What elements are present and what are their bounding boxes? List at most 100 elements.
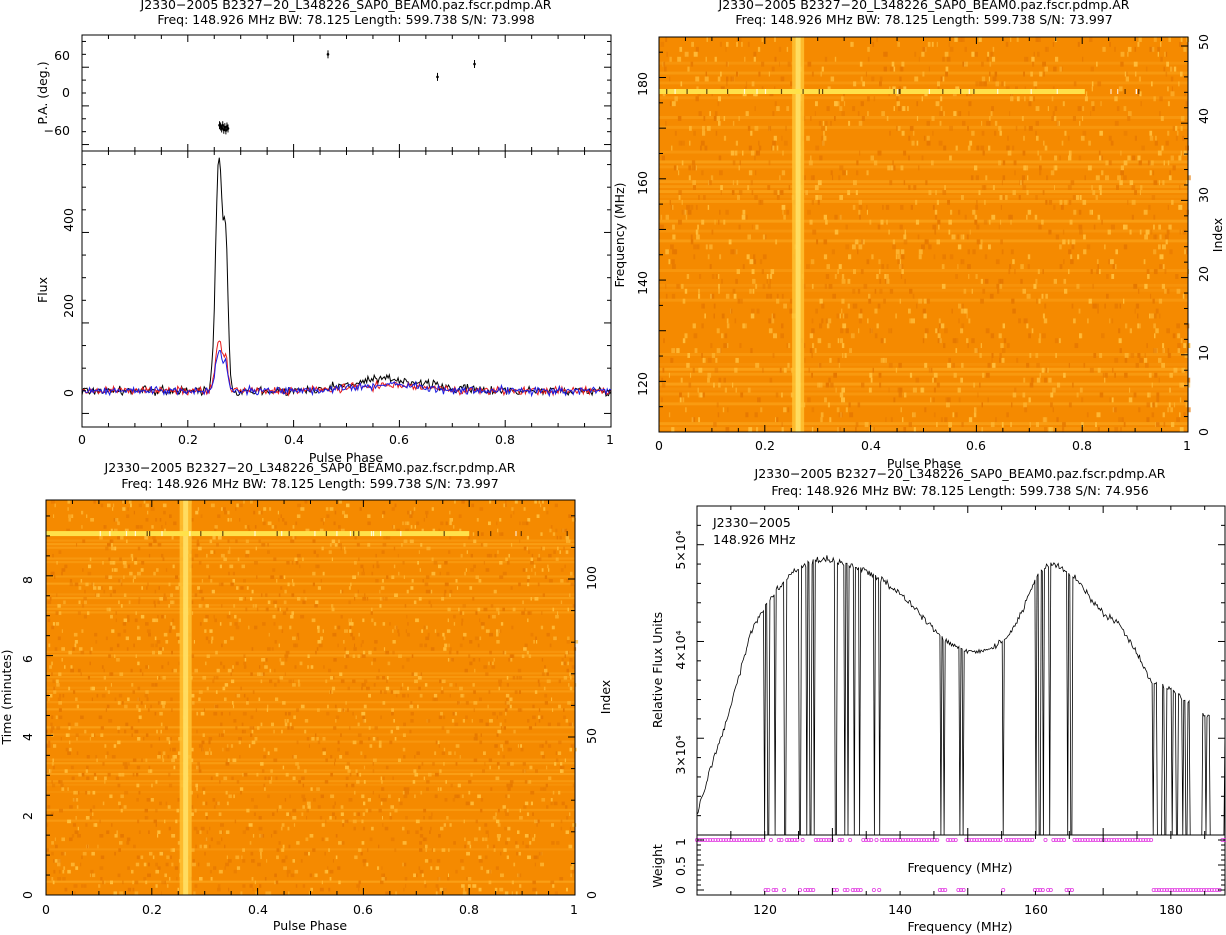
- heatmap-cell: [1097, 214, 1101, 220]
- heatmap-cell: [308, 851, 310, 856]
- heatmap-cell: [842, 170, 846, 176]
- heatmap-cell: [808, 367, 810, 373]
- heatmap-cell: [382, 543, 387, 547]
- weight-marker: [1180, 888, 1185, 893]
- rfi-cell: [200, 531, 202, 537]
- heatmap-cell: [68, 514, 72, 518]
- heatmap-cell: [1163, 160, 1165, 166]
- heatmap-cell: [1056, 417, 1059, 423]
- heatmap-cell: [962, 120, 966, 126]
- heatmap-cell: [252, 604, 255, 608]
- heatmap-cell: [661, 397, 663, 403]
- heatmap-cell: [485, 722, 489, 727]
- heatmap-cell: [99, 819, 101, 824]
- heatmap-cell: [1134, 46, 1137, 52]
- heatmap-cell: [132, 880, 134, 885]
- heatmap-cell: [555, 758, 559, 763]
- heatmap-cell: [85, 823, 88, 827]
- heatmap-cell: [256, 772, 259, 777]
- heatmap-cell: [369, 744, 373, 748]
- heatmap-cell: [407, 693, 409, 698]
- heatmap-cell: [473, 564, 476, 569]
- heatmap-cell: [344, 665, 348, 669]
- heatmap-cell: [109, 647, 113, 651]
- heatmap-cell: [51, 762, 54, 766]
- heatmap-cell: [568, 514, 571, 518]
- heatmap-cell: [137, 697, 139, 702]
- heatmap-cell: [114, 697, 117, 702]
- heatmap-cell: [526, 579, 530, 583]
- heatmap-cell: [102, 561, 104, 565]
- heatmap-cell: [746, 254, 750, 260]
- heatmap-cell: [520, 744, 522, 748]
- heatmap-cell: [827, 318, 832, 324]
- heatmap-cell: [343, 640, 345, 644]
- heatmap-cell: [402, 862, 404, 867]
- heatmap-cell: [908, 155, 910, 161]
- heatmap-cell: [112, 589, 116, 594]
- heatmap-cell: [741, 41, 743, 47]
- heatmap-cell: [191, 862, 196, 867]
- heatmap-cell: [134, 557, 137, 562]
- heatmap-cell: [1102, 46, 1106, 52]
- heatmap-cell: [1180, 37, 1183, 42]
- heatmap-cell: [525, 568, 528, 572]
- heatmap-cell: [492, 816, 497, 820]
- heatmap-cell: [669, 56, 672, 62]
- heatmap-cell: [364, 755, 367, 759]
- heatmap-cell: [64, 564, 68, 569]
- heatmap-cell: [423, 625, 427, 630]
- heatmap-cell: [1165, 140, 1169, 146]
- heatmap-cell: [205, 837, 208, 842]
- heatmap-cell: [337, 866, 341, 870]
- heatmap-cell: [67, 500, 71, 504]
- heatmap-cell: [138, 503, 142, 508]
- heatmap-cell: [368, 650, 372, 655]
- heatmap-cell: [53, 859, 57, 863]
- heatmap-cell: [564, 528, 568, 533]
- heatmap-cell: [1170, 91, 1175, 97]
- heatmap-cell: [1185, 402, 1187, 408]
- heatmap-cell: [236, 503, 240, 508]
- heatmap-cell: [953, 372, 957, 378]
- heatmap-cell: [1158, 224, 1161, 230]
- heatmap-cell: [483, 665, 488, 669]
- profile-title: J2330−2005 B2327−20_L348226_SAP0_BEAM0.p…: [140, 0, 552, 12]
- heatmap-cell: [296, 553, 301, 558]
- heatmap-cell: [521, 521, 526, 526]
- weight-marker: [879, 838, 884, 843]
- heatmap-cell: [552, 884, 555, 888]
- heatmap-cell: [1139, 229, 1142, 235]
- heatmap-cell: [878, 372, 882, 378]
- heatmap-cell: [1055, 234, 1060, 240]
- heatmap-cell: [506, 783, 508, 788]
- x-tick-label: 0.2: [755, 438, 775, 453]
- heatmap-cell: [288, 891, 290, 895]
- heatmap-cell: [274, 604, 277, 608]
- heatmap-cell: [199, 622, 202, 626]
- heatmap-cell: [390, 837, 395, 842]
- heatmap-cell: [912, 387, 917, 393]
- weight-marker: [1054, 838, 1059, 843]
- heatmap-cell: [473, 701, 478, 705]
- heatmap-cell: [713, 422, 717, 428]
- heatmap-cell: [99, 535, 103, 540]
- heatmap-cell: [302, 798, 307, 802]
- heatmap-cell: [159, 801, 162, 806]
- heatmap-cell: [473, 690, 476, 694]
- heatmap-cell: [263, 755, 267, 759]
- heatmap-cell: [109, 539, 112, 544]
- heatmap-cell: [264, 776, 267, 781]
- heatmap-cell: [564, 758, 566, 763]
- heatmap-cell: [1161, 362, 1165, 368]
- heatmap-cell: [1045, 199, 1048, 205]
- heatmap-cell: [425, 575, 430, 579]
- heatmap-cell: [254, 525, 257, 529]
- heatmap-cell: [323, 665, 325, 669]
- heatmap-cell: [274, 683, 277, 687]
- index-tick-label: 0: [584, 891, 599, 899]
- heatmap-cell: [533, 564, 536, 569]
- time-axis-label: Time (minutes): [0, 650, 14, 746]
- heatmap-cell: [292, 593, 294, 597]
- heatmap-cell: [86, 776, 90, 781]
